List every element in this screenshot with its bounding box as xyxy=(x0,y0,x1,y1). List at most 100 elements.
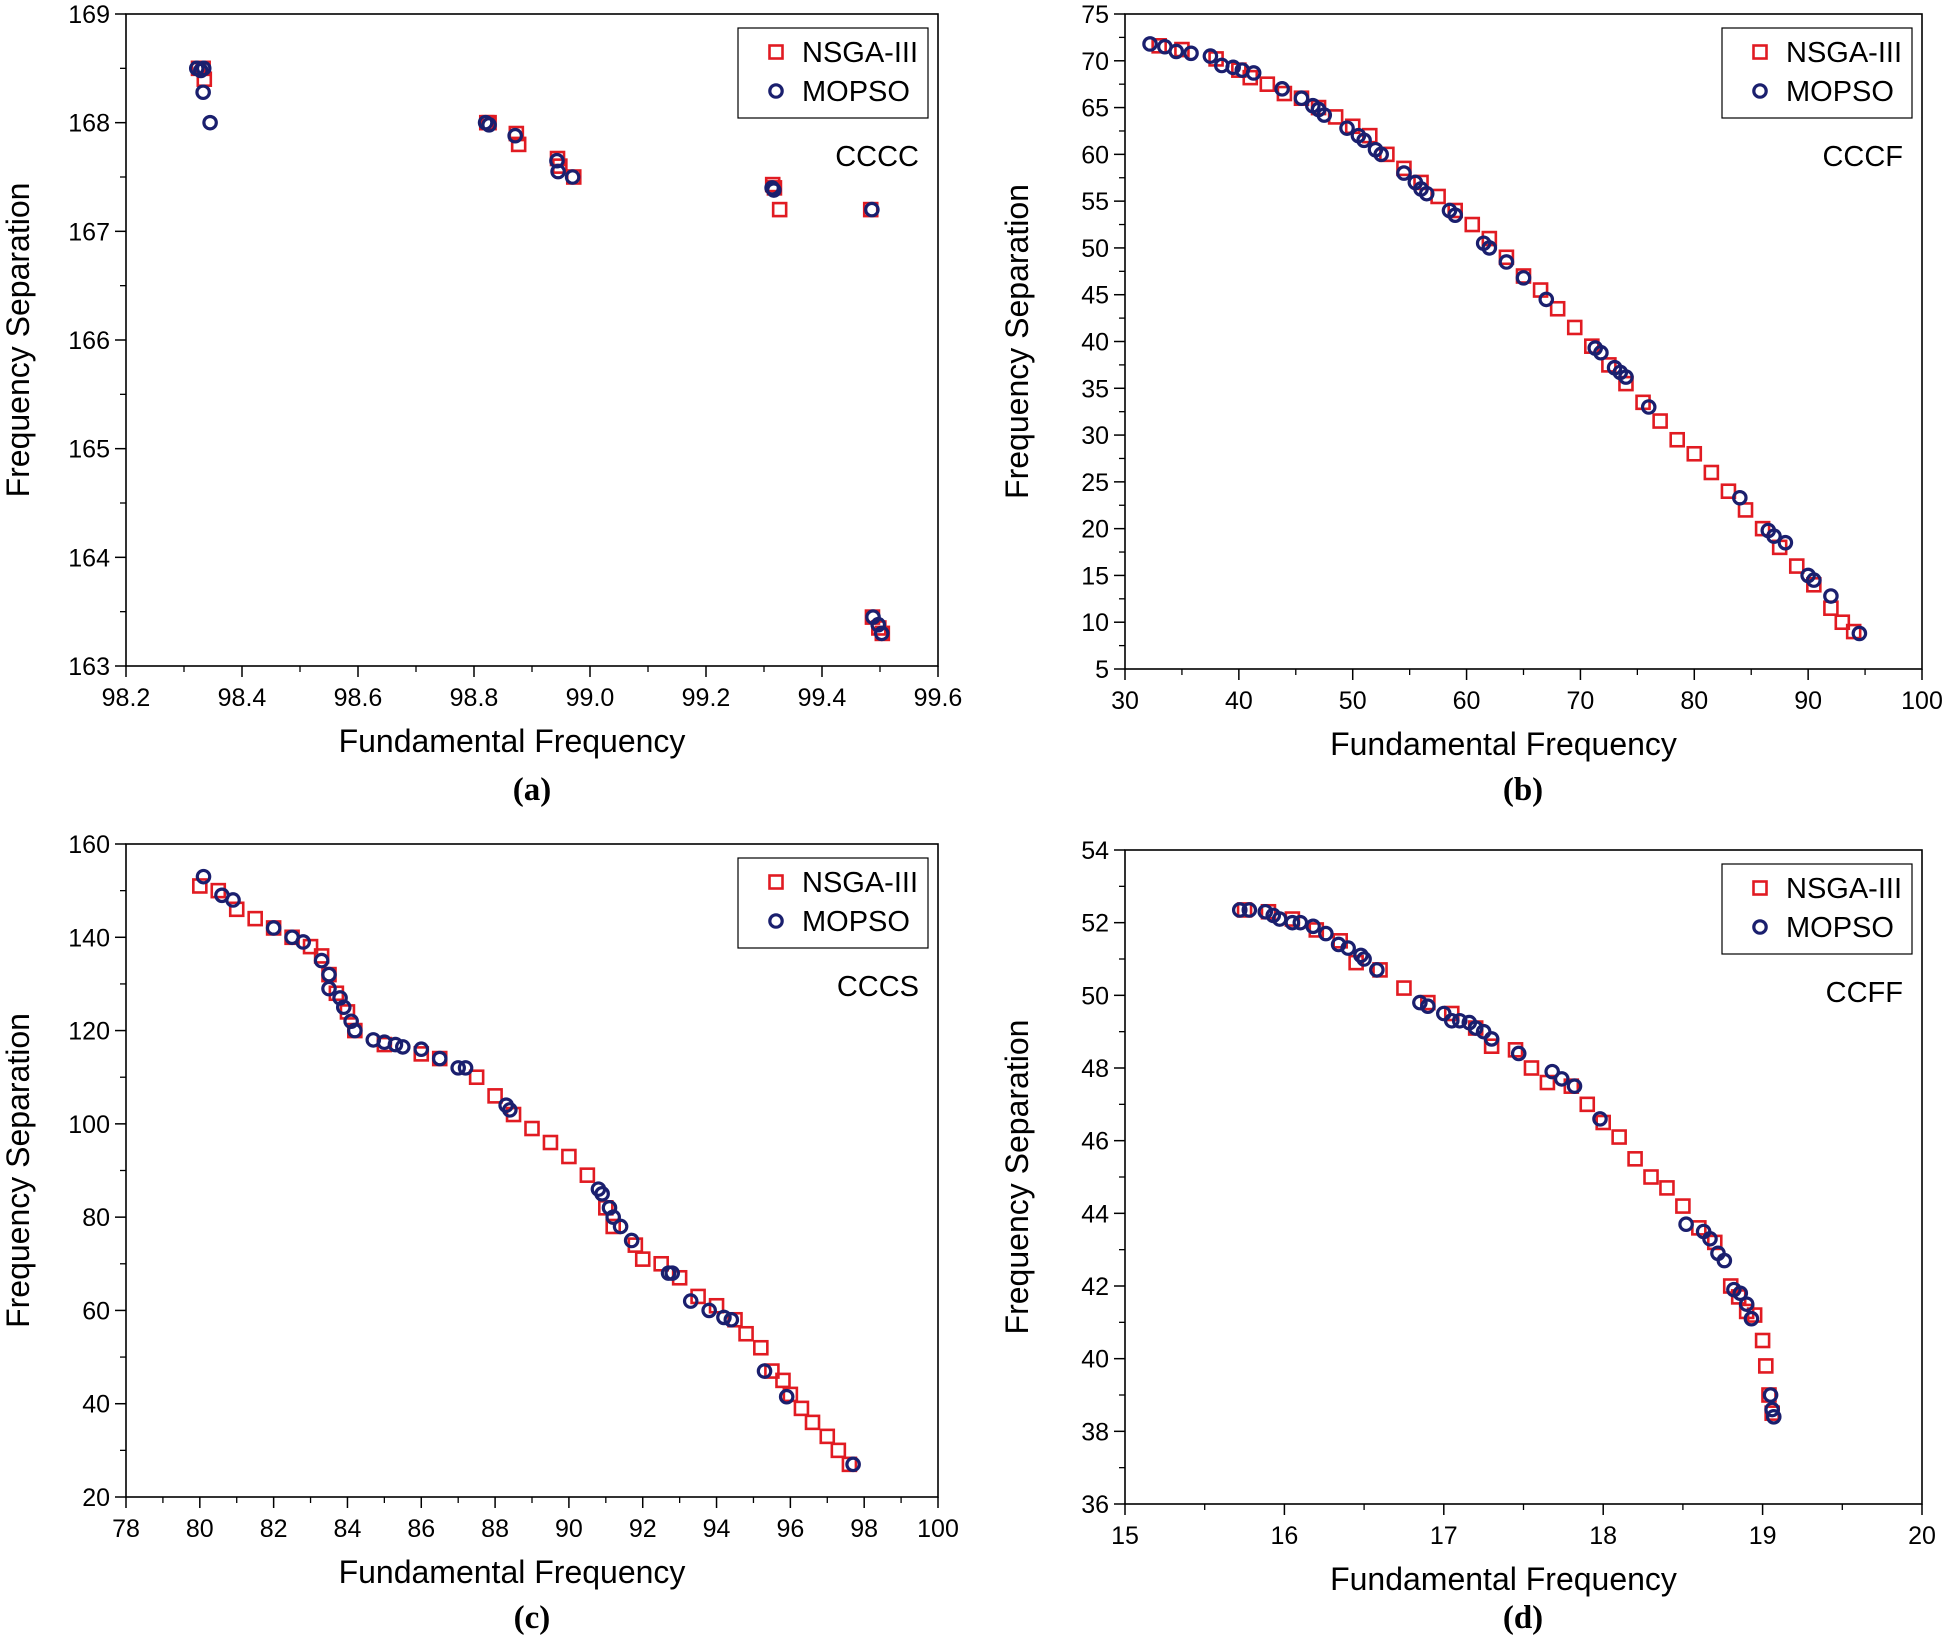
mopso-point xyxy=(195,84,211,101)
legend-label: NSGA-III xyxy=(1786,873,1902,905)
mopso-point xyxy=(195,60,212,77)
mopso-point xyxy=(1318,925,1334,942)
mopso-point xyxy=(1340,940,1356,956)
x-tick-label: 98 xyxy=(850,1515,878,1543)
nsga-iii-point xyxy=(1566,319,1583,336)
mopso-point xyxy=(265,920,282,936)
y-axis-label: Frequency Separation xyxy=(0,183,36,498)
x-tick-label: 99.6 xyxy=(914,684,963,712)
mopso-point xyxy=(1451,1012,1468,1029)
y-tick-label: 120 xyxy=(68,1018,110,1046)
mopso-point xyxy=(1765,1409,1782,1425)
mopso-point xyxy=(1702,1230,1718,1247)
x-tick-label: 70 xyxy=(1567,687,1595,715)
mopso-point xyxy=(1498,254,1515,270)
nsga-iii-point xyxy=(313,948,330,964)
mopso-point xyxy=(870,616,887,633)
mopso-point xyxy=(1257,903,1274,920)
y-tick-label: 140 xyxy=(68,924,110,952)
y-tick-label: 20 xyxy=(1081,516,1109,544)
nsga-iii-point xyxy=(1549,300,1566,317)
y-axis-label: Frequency Separation xyxy=(999,184,1035,499)
nsga-iii-point xyxy=(793,1400,810,1417)
mopso-point xyxy=(1293,90,1310,107)
y-tick-label: 20 xyxy=(82,1484,110,1512)
mopso-point xyxy=(321,980,337,997)
nsga-iii-point xyxy=(510,136,527,153)
legend-marker-mopso xyxy=(768,83,784,99)
panel-caption: (c) xyxy=(514,1600,551,1636)
mopso-point xyxy=(347,1022,363,1039)
mopso-point xyxy=(1678,1216,1694,1233)
mopso-point xyxy=(1743,1310,1760,1327)
y-tick-label: 40 xyxy=(82,1391,110,1419)
nsga-iii-point xyxy=(413,1046,430,1062)
mopso-point xyxy=(1316,107,1333,123)
x-tick-label: 99.0 xyxy=(566,684,615,712)
y-tick-label: 54 xyxy=(1081,837,1109,865)
nsga-iii-point xyxy=(1757,1358,1774,1374)
mopso-point xyxy=(1732,1285,1749,1302)
mopso-point xyxy=(1284,914,1301,931)
x-tick-label: 16 xyxy=(1270,1522,1298,1550)
y-tick-label: 50 xyxy=(1081,982,1109,1010)
nsga-iii-point xyxy=(1686,445,1703,462)
mopso-point xyxy=(1225,59,1241,76)
mopso-point xyxy=(1443,1012,1460,1029)
boundary-condition-tag: CCCF xyxy=(1822,141,1903,173)
legend-label: NSGA-III xyxy=(1786,37,1902,69)
x-tick-label: 92 xyxy=(629,1515,657,1543)
nsga-iii-point xyxy=(579,1167,596,1183)
mopso-point xyxy=(195,868,212,885)
mopso-point xyxy=(413,1041,430,1058)
y-tick-label: 65 xyxy=(1081,95,1109,123)
mopso-point xyxy=(1592,1111,1608,1127)
mopso-point xyxy=(1183,45,1199,62)
legend-marker-mopso xyxy=(768,913,784,929)
y-tick-label: 60 xyxy=(1081,141,1109,169)
panel-caption: (d) xyxy=(1503,1600,1543,1636)
x-tick-label: 84 xyxy=(334,1515,362,1543)
nsga-iii-point xyxy=(830,1442,847,1459)
x-tick-label: 98.2 xyxy=(102,684,151,712)
mopso-point xyxy=(1168,43,1185,60)
mopso-point xyxy=(1716,1252,1733,1269)
y-tick-label: 163 xyxy=(68,653,110,681)
x-axis-label: Fundamental Frequency xyxy=(1330,1561,1677,1597)
mopso-point xyxy=(723,1311,740,1328)
mopso-point xyxy=(1369,962,1385,978)
y-tick-label: 75 xyxy=(1081,1,1109,29)
x-tick-label: 90 xyxy=(1794,687,1822,715)
mopso-point xyxy=(1515,270,1532,286)
mopso-point xyxy=(594,1186,610,1202)
mopso-point xyxy=(335,999,352,1016)
mopso-point xyxy=(1777,534,1794,551)
mopso-point xyxy=(716,1309,732,1326)
x-tick-label: 82 xyxy=(260,1515,288,1543)
mopso-point xyxy=(1373,146,1389,163)
legend-marker-nsga-iii xyxy=(768,874,784,890)
nsga-iii-point xyxy=(1788,558,1805,574)
nsga-iii-point xyxy=(542,1134,559,1151)
x-tick-label: 88 xyxy=(481,1515,509,1543)
legend-label: NSGA-III xyxy=(802,867,918,899)
nsga-iii-point xyxy=(753,1339,769,1356)
legend-box xyxy=(1721,863,1913,955)
mopso-point xyxy=(1418,185,1435,202)
nsga-iii-point xyxy=(1675,1198,1691,1214)
nsga-iii-point xyxy=(738,1325,754,1342)
y-axis-label: Frequency Separation xyxy=(999,1020,1035,1335)
mopso-point xyxy=(1764,1401,1780,1418)
y-tick-label: 46 xyxy=(1081,1128,1109,1156)
mopso-point xyxy=(864,201,880,218)
nsga-iii-point xyxy=(1659,1180,1675,1196)
panel-b: 30 40 50 60 70 80 90 100 5 10 15 20 25 30 35 40 45 50 55 60… xyxy=(999,1,1943,808)
mopso-point xyxy=(225,892,241,908)
nsga-iii-point xyxy=(524,1120,540,1137)
y-tick-label: 80 xyxy=(82,1204,110,1232)
panel-d: 15 16 17 18 19 20 36 38 40 42 44 46 48 50 52 54 Fundamen… xyxy=(999,837,1936,1636)
mopso-point xyxy=(1396,165,1412,181)
nsga-iii-point xyxy=(247,910,263,927)
y-tick-label: 25 xyxy=(1081,469,1109,497)
